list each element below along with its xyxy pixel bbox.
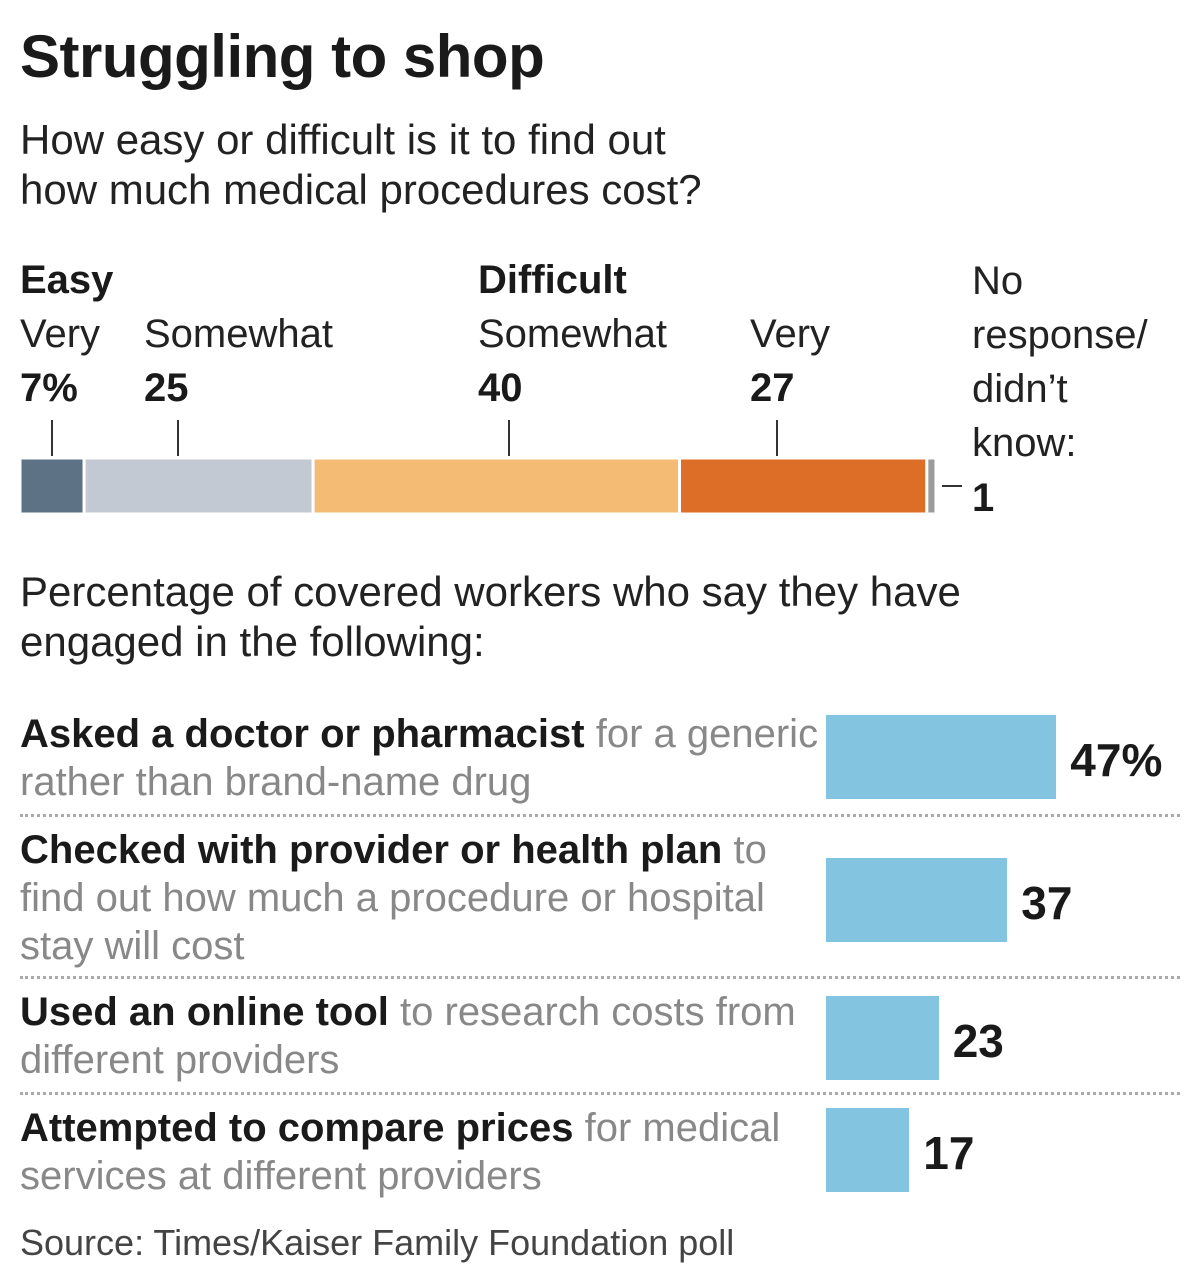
no-response-line-2: response/ xyxy=(972,313,1148,357)
row-label: Used an online tool to research costs fr… xyxy=(20,988,820,1084)
segment-label-difficult-very: Very xyxy=(750,312,831,356)
row-divider xyxy=(20,976,1180,979)
row-label: Attempted to compare prices for medical … xyxy=(20,1104,820,1200)
segment-label-easy-somewhat: Somewhat xyxy=(144,312,333,356)
row-label-bold: Checked with provider or health plan xyxy=(20,828,723,872)
stacked-segment xyxy=(82,456,315,516)
segment-label-easy-very: Very xyxy=(20,312,101,356)
no-response-line-1: No xyxy=(972,259,1024,303)
row-label: Asked a doctor or pharmacist for a gener… xyxy=(20,710,820,806)
row-divider xyxy=(20,814,1180,817)
row-label-bold: Asked a doctor or pharmacist xyxy=(20,712,585,756)
no-response-value: 1 xyxy=(972,476,995,520)
bar xyxy=(826,858,1008,942)
segment-value-easy-somewhat: 25 xyxy=(144,366,189,410)
chart-title: Struggling to shop xyxy=(20,23,545,90)
group-label-difficult: Difficult xyxy=(478,258,627,302)
stacked-segment xyxy=(18,456,86,516)
no-response-line-4: know: xyxy=(972,421,1077,465)
section-question-line-2: engaged in the following: xyxy=(20,618,485,665)
no-response-line-3: didn’t xyxy=(972,367,1068,411)
stacked-segment xyxy=(925,456,938,516)
row-label-bold: Used an online tool xyxy=(20,990,389,1034)
bar-value-label: 17 xyxy=(923,1127,975,1179)
stacked-segment xyxy=(678,456,929,516)
row-label-rest: for medical services at different provid… xyxy=(20,1106,781,1198)
bar-value-label: 47% xyxy=(1070,734,1163,786)
row-label: Checked with provider or health plan to … xyxy=(20,826,820,970)
row-label-bold: Attempted to compare prices xyxy=(20,1106,574,1150)
row-divider xyxy=(20,1092,1180,1095)
row-label-rest: to find out how much a procedure or hosp… xyxy=(20,828,767,968)
segment-label-difficult-somewhat: Somewhat xyxy=(478,312,667,356)
section-question-line-1: Percentage of covered workers who say th… xyxy=(20,568,961,615)
question-line-2: how much medical procedures cost? xyxy=(20,166,702,213)
no-response-label: No response/ didn’t know: xyxy=(972,254,1148,470)
group-label-easy: Easy xyxy=(20,258,114,302)
row-label-rest: to research costs from different provide… xyxy=(20,990,796,1082)
stacked-segment xyxy=(311,456,682,516)
bar xyxy=(826,1108,910,1192)
bar-value-label: 23 xyxy=(952,1015,1004,1067)
bar xyxy=(826,996,939,1080)
segment-value-difficult-very: 27 xyxy=(750,366,795,410)
row-label-rest: for a generic rather than brand-name dru… xyxy=(20,712,819,804)
segment-value-easy-very: 7% xyxy=(20,366,78,410)
bar-value-label: 37 xyxy=(1021,877,1073,929)
question-line-1: How easy or difficult is it to find out xyxy=(20,116,666,163)
segment-value-difficult-somewhat: 40 xyxy=(478,366,523,410)
source-note: Source: Times/Kaiser Family Foundation p… xyxy=(20,1222,735,1263)
bar xyxy=(826,715,1057,799)
